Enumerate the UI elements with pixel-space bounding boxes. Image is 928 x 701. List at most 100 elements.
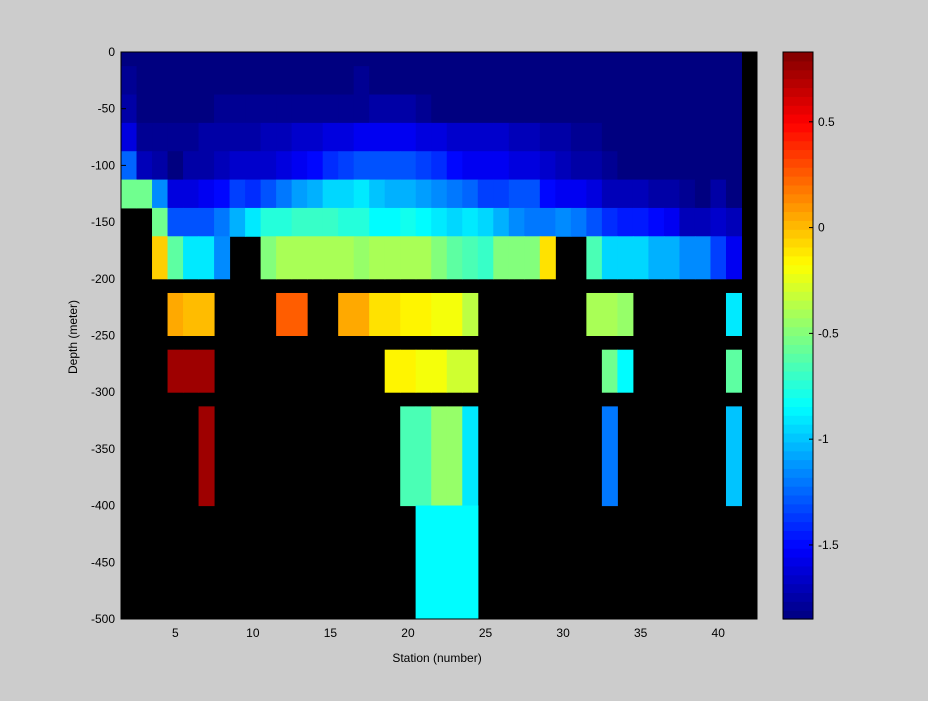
heatmap-cell <box>601 406 618 507</box>
heatmap-cell <box>648 207 665 237</box>
heatmap-cell <box>229 66 246 96</box>
colorbar-swatch <box>783 539 813 549</box>
heatmap-cell <box>353 207 370 237</box>
heatmap-cell <box>663 236 680 280</box>
y-axis-label: Depth (meter) <box>66 300 80 374</box>
heatmap-cell <box>353 52 370 67</box>
heatmap-cell <box>446 207 463 237</box>
heatmap-cell <box>694 179 711 209</box>
heatmap-cell <box>446 349 463 393</box>
heatmap-cell <box>725 349 742 393</box>
heatmap-cell <box>679 207 696 237</box>
y-tick-label: -100 <box>91 158 115 172</box>
heatmap-cell <box>601 349 618 393</box>
heatmap-cell <box>648 122 665 152</box>
heatmap-cell <box>462 52 479 67</box>
colorbar-swatch <box>783 300 813 310</box>
heatmap-cell <box>167 151 184 181</box>
heatmap-cell <box>307 94 324 124</box>
heatmap-cell <box>493 122 510 152</box>
heatmap-cell <box>322 207 339 237</box>
heatmap-cell <box>446 66 463 96</box>
heatmap-cell <box>710 94 727 124</box>
heatmap-cell <box>369 94 386 124</box>
colorbar: 0.5 0 -0.5 -1 -1.5 <box>782 51 839 620</box>
heatmap-cell <box>462 179 479 209</box>
heatmap-cell <box>198 94 215 124</box>
y-tick-label: -300 <box>91 385 115 399</box>
heatmap-cell <box>586 122 603 152</box>
x-axis: 5 10 15 20 25 30 35 40 <box>172 614 725 640</box>
heatmap-cell <box>415 94 432 124</box>
heatmap-cell <box>291 179 308 209</box>
heatmap-cell <box>632 236 649 280</box>
heatmap-cell <box>198 66 215 96</box>
heatmap-cell <box>462 349 479 393</box>
heatmap-cell <box>338 236 355 280</box>
heatmap-cell <box>462 122 479 152</box>
heatmap-cell <box>353 292 370 336</box>
heatmap-cell <box>369 122 386 152</box>
heatmap-cell <box>322 151 339 181</box>
heatmap-cell <box>601 66 618 96</box>
heatmap-cell <box>617 236 634 280</box>
heatmap-cell <box>400 406 417 507</box>
colorbar-swatch <box>783 388 813 399</box>
x-tick-label: 20 <box>401 626 415 640</box>
heatmap-cell <box>307 236 324 280</box>
heatmap-cell <box>508 179 525 209</box>
heatmap-cell <box>183 207 200 237</box>
heatmap-cell <box>431 505 448 619</box>
heatmap-cell <box>183 52 200 67</box>
heatmap-cell <box>245 122 262 152</box>
heatmap-cell <box>710 207 727 237</box>
heatmap-cell <box>415 151 432 181</box>
heatmap-cell <box>694 236 711 280</box>
heatmap-cell <box>229 151 246 181</box>
heatmap-cell <box>415 122 432 152</box>
heatmap-cell <box>121 94 138 124</box>
heatmap-cell <box>136 52 153 67</box>
colorbar-swatch <box>783 486 813 496</box>
heatmap-cell <box>694 52 711 67</box>
heatmap-cell <box>570 179 587 209</box>
colorbar-swatch <box>783 184 813 195</box>
heatmap-cell <box>555 52 572 67</box>
heatmap-cell <box>415 236 432 280</box>
heatmap-cell <box>167 349 184 393</box>
heatmap-cell <box>291 94 308 124</box>
heatmap-cell <box>369 236 386 280</box>
colorbar-swatch <box>783 415 813 425</box>
heatmap-cell <box>369 292 386 336</box>
y-tick-label: -450 <box>91 555 115 569</box>
heatmap-cell <box>307 122 324 152</box>
heatmap-cell <box>198 349 215 393</box>
heatmap-cell <box>167 94 184 124</box>
heatmap-cell <box>400 151 417 181</box>
heatmap-cell <box>291 236 308 280</box>
heatmap-cell <box>198 292 215 336</box>
heatmap-cell <box>152 151 169 181</box>
heatmap-cell <box>214 52 231 67</box>
heatmap-cell <box>524 207 541 237</box>
heatmap-cell <box>570 207 587 237</box>
heatmap-cell <box>694 151 711 181</box>
heatmap-cell <box>710 236 727 280</box>
colorbar-swatch <box>783 512 813 523</box>
heatmap-cell <box>136 179 153 209</box>
heatmap-cell <box>493 207 510 237</box>
heatmap-cell <box>555 122 572 152</box>
heatmap-cell <box>353 66 370 96</box>
heatmap-cell <box>229 207 246 237</box>
heatmap-cell <box>508 66 525 96</box>
heatmap-cell <box>539 207 556 237</box>
heatmap-cell <box>291 151 308 181</box>
heatmap-cell <box>384 207 401 237</box>
colorbar-swatch <box>783 344 813 354</box>
heatmap-cell <box>400 292 417 336</box>
heatmap-cell <box>307 66 324 96</box>
heatmap-cell <box>322 66 339 96</box>
colorbar-swatch <box>783 477 813 487</box>
heatmap-cell <box>245 207 262 237</box>
